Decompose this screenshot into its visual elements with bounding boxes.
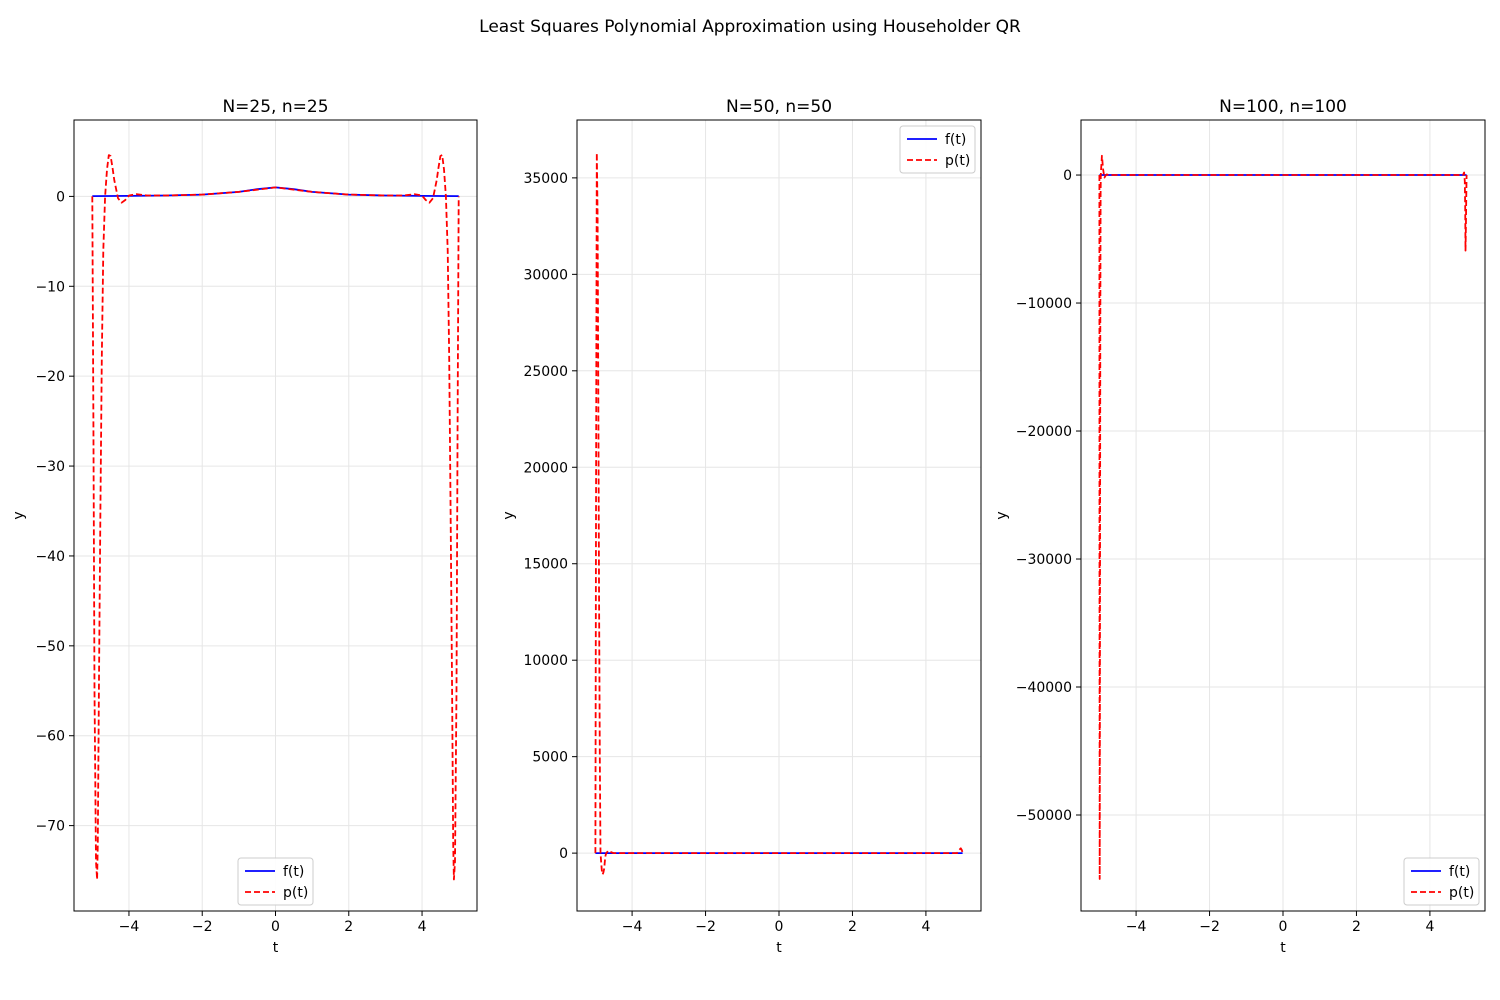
x-tick-label: −4 <box>1126 919 1147 935</box>
y-tick-label: 20000 <box>523 460 568 476</box>
x-tick-label: 2 <box>344 919 353 935</box>
y-axis-label: y <box>11 511 27 519</box>
x-tick-label: −2 <box>1199 919 1220 935</box>
x-tick-label: −2 <box>192 919 213 935</box>
y-tick-label: −40000 <box>1016 680 1072 696</box>
figure-suptitle: Least Squares Polynomial Approximation u… <box>479 17 1021 37</box>
x-tick-label: 0 <box>775 919 784 935</box>
y-tick-label: −40 <box>35 549 65 565</box>
subplot-title: N=25, n=25 <box>222 97 328 117</box>
x-tick-label: 4 <box>418 919 427 935</box>
legend-label-f: f(t) <box>283 864 304 880</box>
x-tick-label: −4 <box>622 919 643 935</box>
y-tick-label: 5000 <box>532 750 568 766</box>
y-axis-label: y <box>994 511 1010 519</box>
y-tick-label: 15000 <box>523 557 568 573</box>
y-tick-label: −30000 <box>1016 552 1072 568</box>
legend: f(t) p(t) <box>237 857 314 906</box>
legend-label-p: p(t) <box>1449 885 1474 901</box>
subplot-2: −4 −2 0 2 4 0 5000 10000 15000 20000 25000 30000 350… <box>501 97 982 956</box>
x-axis-label: t <box>776 940 782 956</box>
y-tick-label: −50 <box>35 639 65 655</box>
y-axis-label: y <box>501 511 517 519</box>
y-tick-label: −10000 <box>1016 296 1072 312</box>
y-tick-label: −60 <box>35 729 65 745</box>
series-line-p <box>1098 154 1468 880</box>
series-line-p <box>91 154 460 881</box>
x-tick-label: 4 <box>1425 919 1434 935</box>
legend: f(t) p(t) <box>1403 857 1480 906</box>
y-tick-label: 35000 <box>523 171 568 187</box>
legend-label-f: f(t) <box>1449 864 1470 880</box>
legend-box <box>899 125 976 174</box>
subplot-title: N=100, n=100 <box>1219 97 1347 117</box>
y-tick-label: 0 <box>1063 168 1072 184</box>
y-tick-label: −70 <box>35 819 65 835</box>
y-tick-label: 25000 <box>523 364 568 380</box>
x-tick-label: 0 <box>1279 919 1288 935</box>
legend-label-f: f(t) <box>945 132 966 148</box>
series-line-p <box>594 151 964 876</box>
y-tick-label: 0 <box>559 846 568 862</box>
y-tick-label: 0 <box>56 189 65 205</box>
y-tick-label: −50000 <box>1016 808 1072 824</box>
legend-box <box>237 857 314 906</box>
subplot-3: −4 −2 0 2 4 0 −10000 −20000 −30000 −40000 −50000 N=… <box>994 97 1486 956</box>
x-axis-label: t <box>1280 940 1286 956</box>
x-tick-label: 2 <box>848 919 857 935</box>
y-tick-label: −30 <box>35 459 65 475</box>
y-tick-label: 10000 <box>523 653 568 669</box>
x-tick-label: 4 <box>921 919 930 935</box>
x-tick-label: 2 <box>1352 919 1361 935</box>
y-tick-label: 30000 <box>523 267 568 283</box>
y-tick-label: −20 <box>35 369 65 385</box>
x-tick-label: −2 <box>695 919 716 935</box>
subplot-title: N=50, n=50 <box>726 97 832 117</box>
legend-label-p: p(t) <box>945 153 970 169</box>
legend-box <box>1403 857 1480 906</box>
x-tick-label: 0 <box>271 919 280 935</box>
y-tick-label: −10 <box>35 279 65 295</box>
x-axis-label: t <box>273 940 279 956</box>
legend-label-p: p(t) <box>283 885 308 901</box>
y-tick-label: −20000 <box>1016 424 1072 440</box>
legend: f(t) p(t) <box>899 125 976 174</box>
x-tick-label: −4 <box>119 919 140 935</box>
subplot-1: −4 −2 0 2 40−10−20−30−40−50−60−70N=25, n=25t… <box>11 97 478 956</box>
